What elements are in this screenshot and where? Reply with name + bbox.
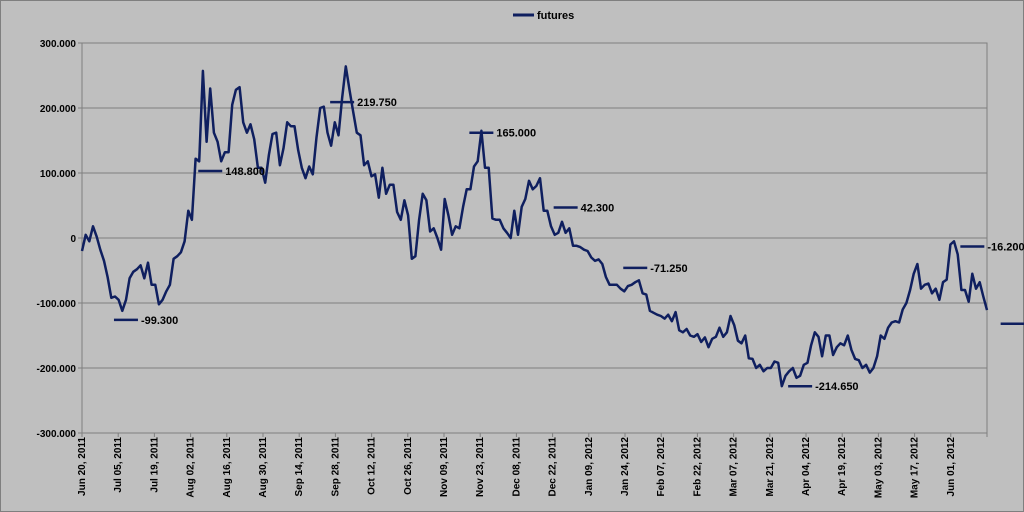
x-tick-label: Jan 24, 2012 <box>620 437 631 496</box>
x-tick-label: Apr 19, 2012 <box>837 437 848 496</box>
x-tick-label: Nov 09, 2011 <box>439 437 450 497</box>
annotation-label: -16.200 <box>987 241 1024 253</box>
x-tick-label: Jun 01, 2012 <box>946 437 957 497</box>
x-tick-label: Sep 14, 2011 <box>294 437 305 497</box>
annotation-label: -71.250 <box>650 263 687 275</box>
annotation-label: 148.800 <box>225 166 265 178</box>
annotation-label: -99.300 <box>141 315 178 327</box>
y-tick-label: -300.000 <box>37 429 77 440</box>
legend: futures <box>513 10 574 22</box>
x-tick-label: Jan 09, 2012 <box>584 437 595 496</box>
x-axis: Jun 20, 2011 Jul 05, 2011 Jul 19, 2011 Aug … <box>77 433 988 499</box>
y-tick-label: -200.000 <box>37 364 77 375</box>
y-tick-label: 0 <box>70 234 76 245</box>
x-tick-label: Jul 19, 2011 <box>149 437 160 493</box>
annotation-label: 42.300 <box>581 202 615 214</box>
x-tick-label: Feb 22, 2012 <box>692 437 703 497</box>
y-tick-label: 200.000 <box>40 104 77 115</box>
y-axis: 300.000 200.000 100.000 0 -100.000 -200.000 -3… <box>37 39 82 440</box>
x-tick-label: Oct 26, 2011 <box>403 437 414 495</box>
x-tick-label: Oct 12, 2011 <box>367 437 378 495</box>
x-tick-label: Sep 28, 2011 <box>330 437 341 497</box>
x-tick-label: Aug 02, 2011 <box>186 437 197 498</box>
y-tick-label: -100.000 <box>37 299 77 310</box>
x-tick-label: Jun 20, 2011 <box>77 437 88 496</box>
x-tick-label: Feb 07, 2012 <box>656 437 667 497</box>
x-tick-label: Aug 30, 2011 <box>258 437 269 498</box>
x-tick-label: Apr 04, 2012 <box>801 437 812 496</box>
x-tick-label: Dec 22, 2011 <box>548 437 559 497</box>
x-tick-label: May 17, 2012 <box>910 437 921 499</box>
annotation-label: 219.750 <box>357 97 397 109</box>
x-tick-label: Jul 05, 2011 <box>113 437 124 493</box>
x-tick-label: Aug 16, 2011 <box>222 437 233 498</box>
annotation-label: -214.650 <box>815 381 858 393</box>
series-line-futures <box>80 65 989 388</box>
y-tick-label: 100.000 <box>40 169 77 180</box>
y-tick-label: 300.000 <box>40 39 77 50</box>
x-tick-label: May 03, 2012 <box>873 437 884 499</box>
annotations: -99.300 148.800 219.750 165.000 42.300 -71.25… <box>113 97 1024 393</box>
x-tick-label: Nov 23, 2011 <box>475 437 486 497</box>
legend-label-futures: futures <box>537 10 574 22</box>
annotation-label: 165.000 <box>496 128 536 140</box>
x-tick-label: Dec 08, 2011 <box>511 437 522 497</box>
x-tick-label: Mar 21, 2012 <box>765 437 776 497</box>
x-tick-label: Mar 07, 2012 <box>729 437 740 497</box>
